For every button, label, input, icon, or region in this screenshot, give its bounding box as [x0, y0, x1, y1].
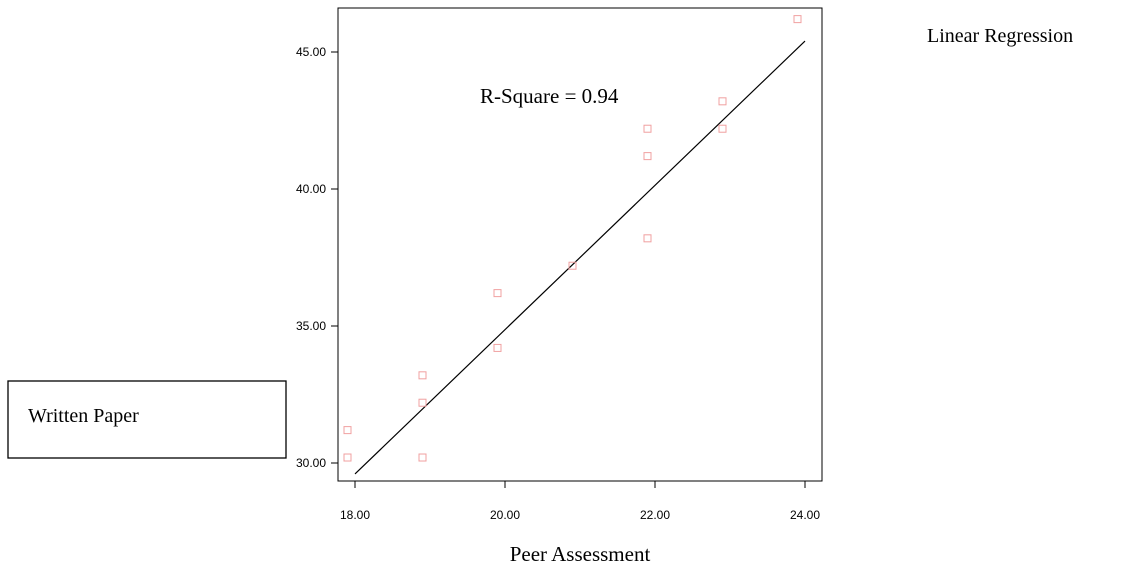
regression-line [354, 40, 806, 475]
x-tick-label: 20.00 [490, 508, 520, 522]
y-tick-label: 30.00 [296, 456, 326, 470]
data-point [343, 426, 352, 435]
data-point [493, 343, 502, 352]
r-square-annotation: R-Square = 0.94 [480, 84, 619, 108]
x-axis-label: Peer Assessment [510, 542, 651, 566]
x-tick-label: 18.00 [340, 508, 370, 522]
data-point [493, 289, 502, 298]
y-axis-ticks [331, 51, 338, 464]
x-tick-label: 22.00 [640, 508, 670, 522]
data-point [418, 453, 427, 462]
y-tick-label: 35.00 [296, 319, 326, 333]
y-axis-label: Written Paper [28, 405, 139, 427]
data-point [418, 371, 427, 380]
y-tick-label: 40.00 [296, 182, 326, 196]
y-axis-label-box [7, 380, 287, 459]
chart-title: Linear Regression [927, 25, 1073, 47]
data-point [718, 97, 727, 106]
data-point [418, 398, 427, 407]
data-point [793, 15, 802, 24]
x-tick-label: 24.00 [790, 508, 820, 522]
plot-frame [337, 7, 823, 482]
data-point [643, 234, 652, 243]
data-point [643, 124, 652, 133]
data-points-layer [343, 15, 802, 462]
data-point [568, 261, 577, 270]
data-point [718, 124, 727, 133]
y-tick-label: 45.00 [296, 45, 326, 59]
regression-line-layer [354, 40, 806, 475]
data-point [343, 453, 352, 462]
data-point [643, 152, 652, 161]
x-axis-ticks [354, 481, 806, 488]
